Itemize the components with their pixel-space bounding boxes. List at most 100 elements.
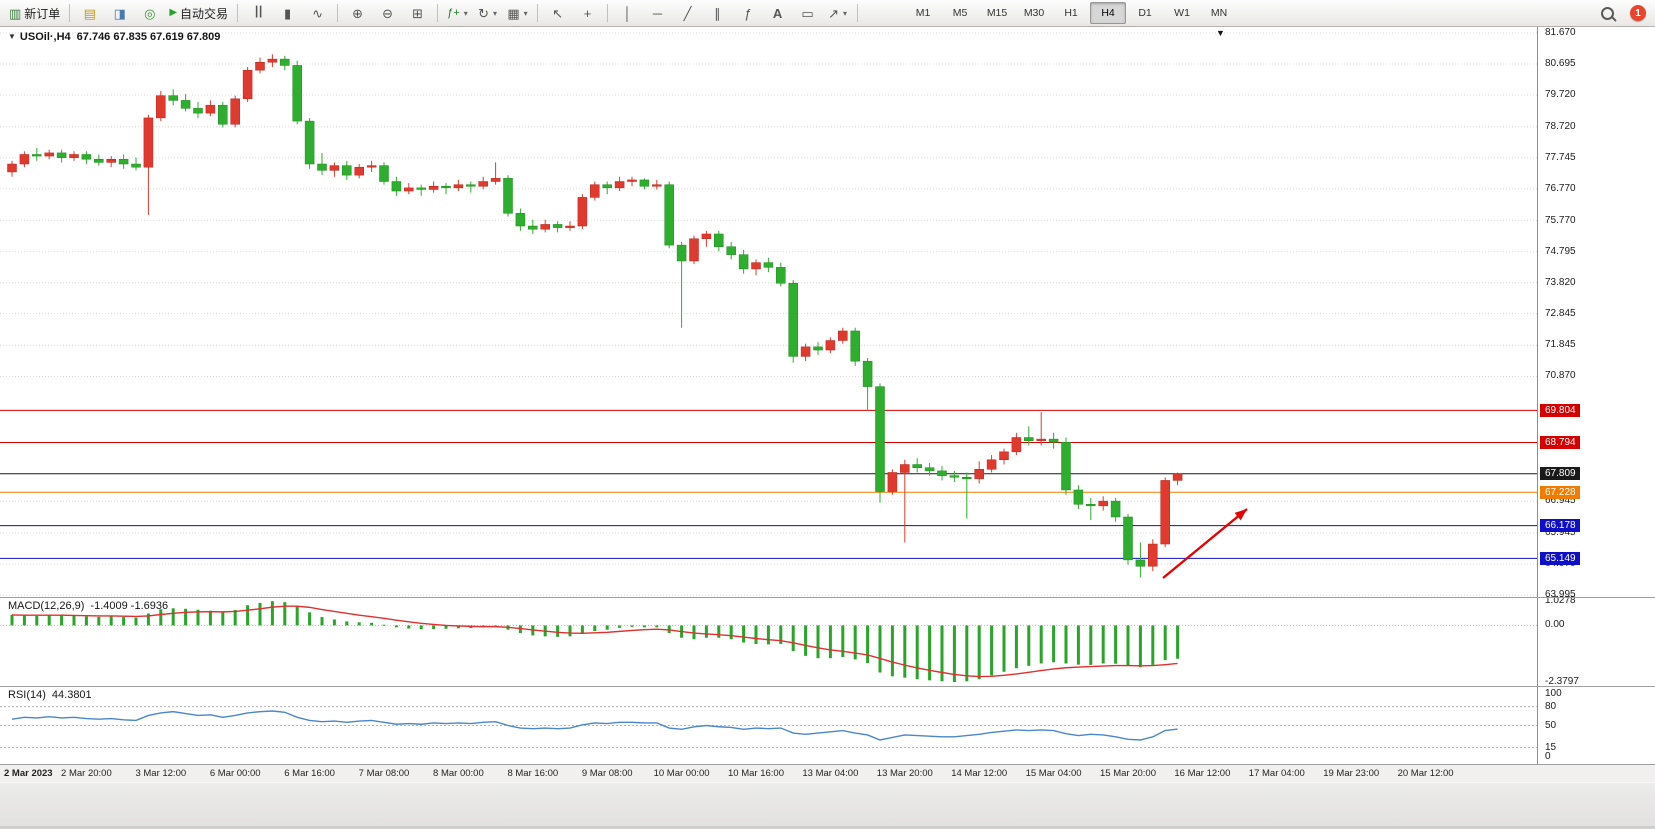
- price-tick: 78.720: [1545, 120, 1576, 132]
- candle-up: [627, 179, 637, 182]
- price-scale[interactable]: 81.670 80.695 79.720 78.720 77.745 76.770 75.7…: [1537, 27, 1655, 764]
- notification-badge[interactable]: 1: [1630, 5, 1646, 21]
- time-label: 16 Mar 12:00: [1174, 768, 1231, 779]
- macd-histogram-bar: [791, 625, 795, 652]
- candle-down: [962, 476, 972, 480]
- candle-up: [143, 117, 154, 168]
- candle-down: [738, 254, 749, 270]
- auto-trading-button[interactable]: ▶ 自动交易: [165, 2, 232, 25]
- candle-down: [788, 283, 798, 357]
- candle-up: [689, 238, 699, 262]
- timeframe-button-mn[interactable]: MN: [1210, 7, 1228, 19]
- price-tag-68.794[interactable]: 68.794: [1540, 435, 1580, 449]
- time-label: 13 Mar 04:00: [802, 768, 859, 779]
- macd-histogram-bar: [642, 625, 646, 628]
- panel-separator[interactable]: [0, 597, 1655, 598]
- zoom-in-button[interactable]: ⊕: [343, 2, 372, 25]
- macd-histogram-bar: [692, 625, 696, 640]
- candle-down: [937, 470, 947, 476]
- macd-indicator-panel[interactable]: [0, 597, 1537, 686]
- macd-histogram-bar: [1176, 625, 1180, 659]
- main-price-chart[interactable]: [0, 27, 1537, 597]
- cursor-button[interactable]: ↖: [543, 2, 572, 25]
- rsi-label: RSI(14) 44.3801: [8, 689, 92, 701]
- macd-histogram-bar: [1064, 625, 1068, 664]
- rsi-indicator-panel[interactable]: [0, 686, 1537, 764]
- indicators-button[interactable]: ƒ+ ▾: [443, 2, 472, 25]
- data-window-icon: ◨: [113, 5, 126, 21]
- macd-histogram-bar: [866, 625, 870, 663]
- crosshair-button[interactable]: +: [573, 2, 602, 25]
- chart-symbol-title: USOil·,H4: [19, 31, 71, 43]
- timeframe-button-d1[interactable]: D1: [1138, 7, 1152, 19]
- macd-signal-line: [11, 605, 1178, 678]
- fibonacci-button[interactable]: ƒ: [733, 2, 762, 25]
- arrows-tool-button[interactable]: ↗ ▾: [823, 2, 852, 25]
- candle-down: [552, 224, 563, 228]
- panel-separator[interactable]: [0, 686, 1655, 687]
- price-tag-66.178[interactable]: 66.178: [1540, 519, 1580, 533]
- macd-histogram-bar: [171, 608, 175, 626]
- macd-histogram-bar: [72, 615, 76, 626]
- timeframe-button-w1[interactable]: W1: [1174, 7, 1190, 19]
- caret-down-icon: ▾: [523, 8, 528, 18]
- price-tag-67.228[interactable]: 67.228: [1540, 485, 1580, 499]
- timeframe-button-m15[interactable]: M15: [986, 7, 1008, 19]
- candle-up: [614, 181, 625, 189]
- macd-histogram-bar: [432, 625, 436, 629]
- candle-up: [267, 58, 278, 63]
- vertical-line-button[interactable]: │: [613, 2, 642, 25]
- data-window-button[interactable]: ◨: [105, 2, 134, 25]
- macd-histogram-bar: [394, 625, 398, 628]
- auto-trading-label: 自动交易: [180, 6, 229, 21]
- trend-arrow-annotation[interactable]: [1162, 508, 1248, 579]
- timeframe-button-m5[interactable]: M5: [952, 7, 968, 19]
- new-order-label: 新订单: [24, 6, 61, 21]
- time-axis[interactable]: 2 Mar 2023 2 Mar 20:00 3 Mar 12:00 6 Mar 00…: [0, 764, 1655, 782]
- candle-down: [466, 184, 476, 187]
- text-tool-button[interactable]: A: [763, 2, 792, 25]
- navigator-button[interactable]: ◎: [135, 2, 164, 25]
- candle-down: [1135, 559, 1146, 567]
- rsi-scale-tick: 100: [1545, 688, 1562, 699]
- channel-button[interactable]: ∥: [703, 2, 732, 25]
- new-order-button[interactable]: ▥ 新订单: [5, 2, 64, 25]
- time-label: 2 Mar 20:00: [61, 768, 112, 779]
- trendline-icon: ╱: [683, 5, 692, 21]
- macd-histogram-bar: [246, 605, 250, 626]
- candle-up: [490, 178, 501, 182]
- trendline-button[interactable]: ╱: [673, 2, 702, 25]
- templates-button[interactable]: ▦ ▾: [503, 2, 532, 25]
- candle-up: [7, 163, 17, 173]
- candle-down: [118, 158, 129, 165]
- market-watch-button[interactable]: ▤: [75, 2, 104, 25]
- auto-scroll-icon: ↻: [478, 5, 489, 21]
- time-label: 19 Mar 23:00: [1323, 768, 1380, 779]
- macd-histogram-bar: [1076, 625, 1080, 665]
- search-button[interactable]: [1593, 2, 1622, 25]
- timeframe-button-m1[interactable]: M1: [915, 7, 931, 19]
- timeframe-button-m30[interactable]: M30: [1023, 7, 1045, 19]
- candle-down: [924, 467, 935, 472]
- price-tick: 70.870: [1545, 370, 1576, 382]
- chart-window[interactable]: 81.670 80.695 79.720 78.720 77.745 76.770 75.7…: [0, 27, 1655, 782]
- price-tag-69.804[interactable]: 69.804: [1540, 403, 1580, 417]
- macd-histogram-bar: [593, 625, 597, 632]
- timeframe-button-h4[interactable]: H4: [1090, 2, 1127, 24]
- price-tag-65.149[interactable]: 65.149: [1540, 551, 1580, 565]
- line-chart-button[interactable]: ∿: [303, 2, 332, 25]
- candle-up: [44, 152, 54, 157]
- label-tool-button[interactable]: ▭: [793, 2, 822, 25]
- macd-histogram-bar: [853, 625, 857, 660]
- candle-chart-button[interactable]: ▮: [273, 2, 302, 25]
- horizontal-line-button[interactable]: ─: [643, 2, 672, 25]
- timeframe-button-h1[interactable]: H1: [1064, 7, 1078, 19]
- bar-chart-button[interactable]: ┃┃: [243, 2, 272, 25]
- candle-down: [280, 58, 290, 66]
- zoom-out-button[interactable]: ⊖: [373, 2, 402, 25]
- candle-down: [391, 181, 402, 192]
- auto-scroll-button[interactable]: ↻ ▾: [473, 2, 502, 25]
- price-tag-67.809[interactable]: 67.809: [1540, 467, 1580, 481]
- candle-up: [1160, 480, 1170, 545]
- tile-windows-button[interactable]: ⊞: [403, 2, 432, 25]
